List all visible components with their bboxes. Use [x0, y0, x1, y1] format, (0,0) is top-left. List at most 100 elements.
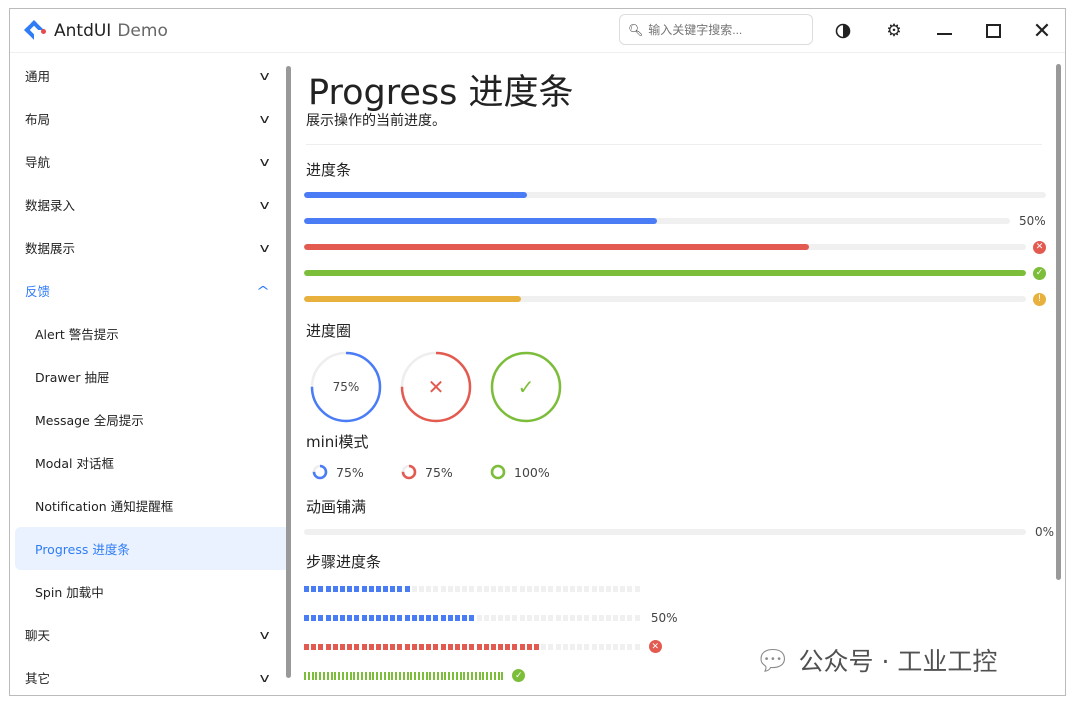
step-segment: [526, 614, 532, 621]
circle-arc: [310, 351, 382, 423]
step-segment: [584, 585, 590, 592]
antdui-logo-icon: [24, 19, 46, 42]
progress-fill: [304, 270, 1026, 276]
step-segment: [459, 671, 462, 680]
step-segment: [304, 671, 306, 680]
progress-bar-anim: 0%: [304, 519, 1065, 545]
close-icon: ✕: [1032, 18, 1052, 44]
step-segment: [339, 614, 345, 621]
sidebar-item-label: 数据展示: [25, 241, 76, 256]
section-title-mini: mini模式: [306, 433, 369, 451]
sidebar-item-label: 反馈: [25, 284, 51, 299]
step-segment: [397, 585, 403, 592]
step-segment: [476, 643, 482, 650]
step-segment: [375, 643, 381, 650]
sidebar-item[interactable]: Alert 警告提示: [10, 312, 290, 355]
step-segment: [605, 643, 611, 650]
search-input[interactable]: [648, 22, 809, 37]
step-segment: [325, 643, 331, 650]
mini-circle: [401, 464, 417, 480]
step-segment: [548, 643, 554, 650]
step-segment: [534, 643, 539, 650]
step-segment: [353, 671, 356, 680]
step-segment: [526, 643, 532, 650]
error-status-icon: ✕: [648, 640, 662, 653]
step-segment: [498, 585, 504, 592]
step-segment: [512, 614, 518, 621]
step-segment: [404, 614, 410, 621]
step-segment: [541, 643, 547, 650]
step-segment: [455, 671, 458, 680]
step-segment: [411, 614, 417, 621]
search-icon: 🔍︎: [628, 22, 644, 37]
circle-label: 75%: [332, 380, 360, 394]
step-segment: [315, 671, 318, 680]
sidebar-item[interactable]: Drawer 抽屉: [10, 355, 290, 398]
sidebar-item[interactable]: 数据展示 v: [10, 226, 290, 269]
search-box[interactable]: 🔍︎: [619, 14, 813, 45]
step-segment: [347, 585, 353, 592]
step-segment: [429, 671, 432, 680]
progress-track: [304, 270, 1026, 276]
step-segment: [347, 643, 353, 650]
step-segment: [534, 585, 539, 592]
app-name: AntdUI: [54, 20, 112, 41]
sidebar-item[interactable]: 导航 v: [10, 140, 290, 183]
close-button[interactable]: ✕: [1028, 17, 1056, 45]
progress-fill: [304, 296, 521, 302]
step-segment: [345, 671, 348, 680]
step-segment: [406, 671, 409, 680]
progress-circle: ✕: [400, 351, 472, 423]
minimize-button[interactable]: [930, 17, 958, 45]
sidebar-item[interactable]: 通用 v: [10, 54, 290, 97]
sidebar-item[interactable]: 反馈 ^: [10, 269, 290, 312]
step-segment: [383, 585, 389, 592]
settings-button[interactable]: ⚙: [880, 17, 908, 45]
sidebar-item[interactable]: 其它 v: [10, 656, 290, 695]
step-segment: [426, 643, 432, 650]
step-label: 50%: [650, 610, 678, 625]
step-segment: [584, 643, 590, 650]
main-content: Progress 进度条 展示操作的当前进度。 进度条 50% ✕ ✓! 进度圈 7…: [296, 54, 1065, 695]
sidebar-item[interactable]: 聊天 v: [10, 613, 290, 656]
sidebar-item[interactable]: Modal 对话框: [10, 441, 290, 484]
sidebar-item[interactable]: 数据录入 v: [10, 183, 290, 226]
step-segment: [419, 643, 424, 650]
main-scrollbar[interactable]: [1056, 64, 1061, 580]
sidebar-item-label: 聊天: [25, 628, 51, 643]
step-segment: [613, 614, 619, 621]
step-segment: [361, 585, 367, 592]
sidebar-item-label: Modal 对话框: [35, 456, 114, 471]
step-segment: [311, 671, 314, 680]
step-segment: [498, 643, 504, 650]
theme-toggle-button[interactable]: [829, 17, 857, 45]
sidebar-item[interactable]: Spin 加载中: [10, 570, 290, 613]
step-segment: [426, 614, 432, 621]
step-segment: [562, 585, 568, 592]
progress-track: [304, 244, 1026, 250]
sidebar-item[interactable]: 布局 v: [10, 97, 290, 140]
step-segment: [436, 671, 439, 680]
step-segment: [497, 671, 500, 680]
section-title-anim: 动画铺满: [306, 498, 367, 516]
sidebar-item[interactable]: Progress 进度条: [15, 527, 290, 570]
step-segment: [354, 614, 360, 621]
maximize-icon: [985, 24, 1001, 38]
step-progress-bar: [304, 574, 1065, 603]
step-segment: [440, 585, 446, 592]
step-segment: [318, 614, 324, 621]
sidebar-item[interactable]: Notification 通知提醒框: [10, 484, 290, 527]
sidebar-scrollbar[interactable]: [286, 66, 291, 678]
step-segment: [476, 614, 482, 621]
step-segment: [397, 643, 403, 650]
step-segment: [322, 671, 325, 680]
step-segment: [338, 671, 341, 680]
sidebar-item[interactable]: Message 全局提示: [10, 398, 290, 441]
step-segment: [326, 671, 329, 680]
step-segment: [426, 585, 432, 592]
maximize-button[interactable]: [979, 17, 1007, 45]
step-segment: [318, 643, 324, 650]
app-suffix: Demo: [117, 20, 168, 41]
